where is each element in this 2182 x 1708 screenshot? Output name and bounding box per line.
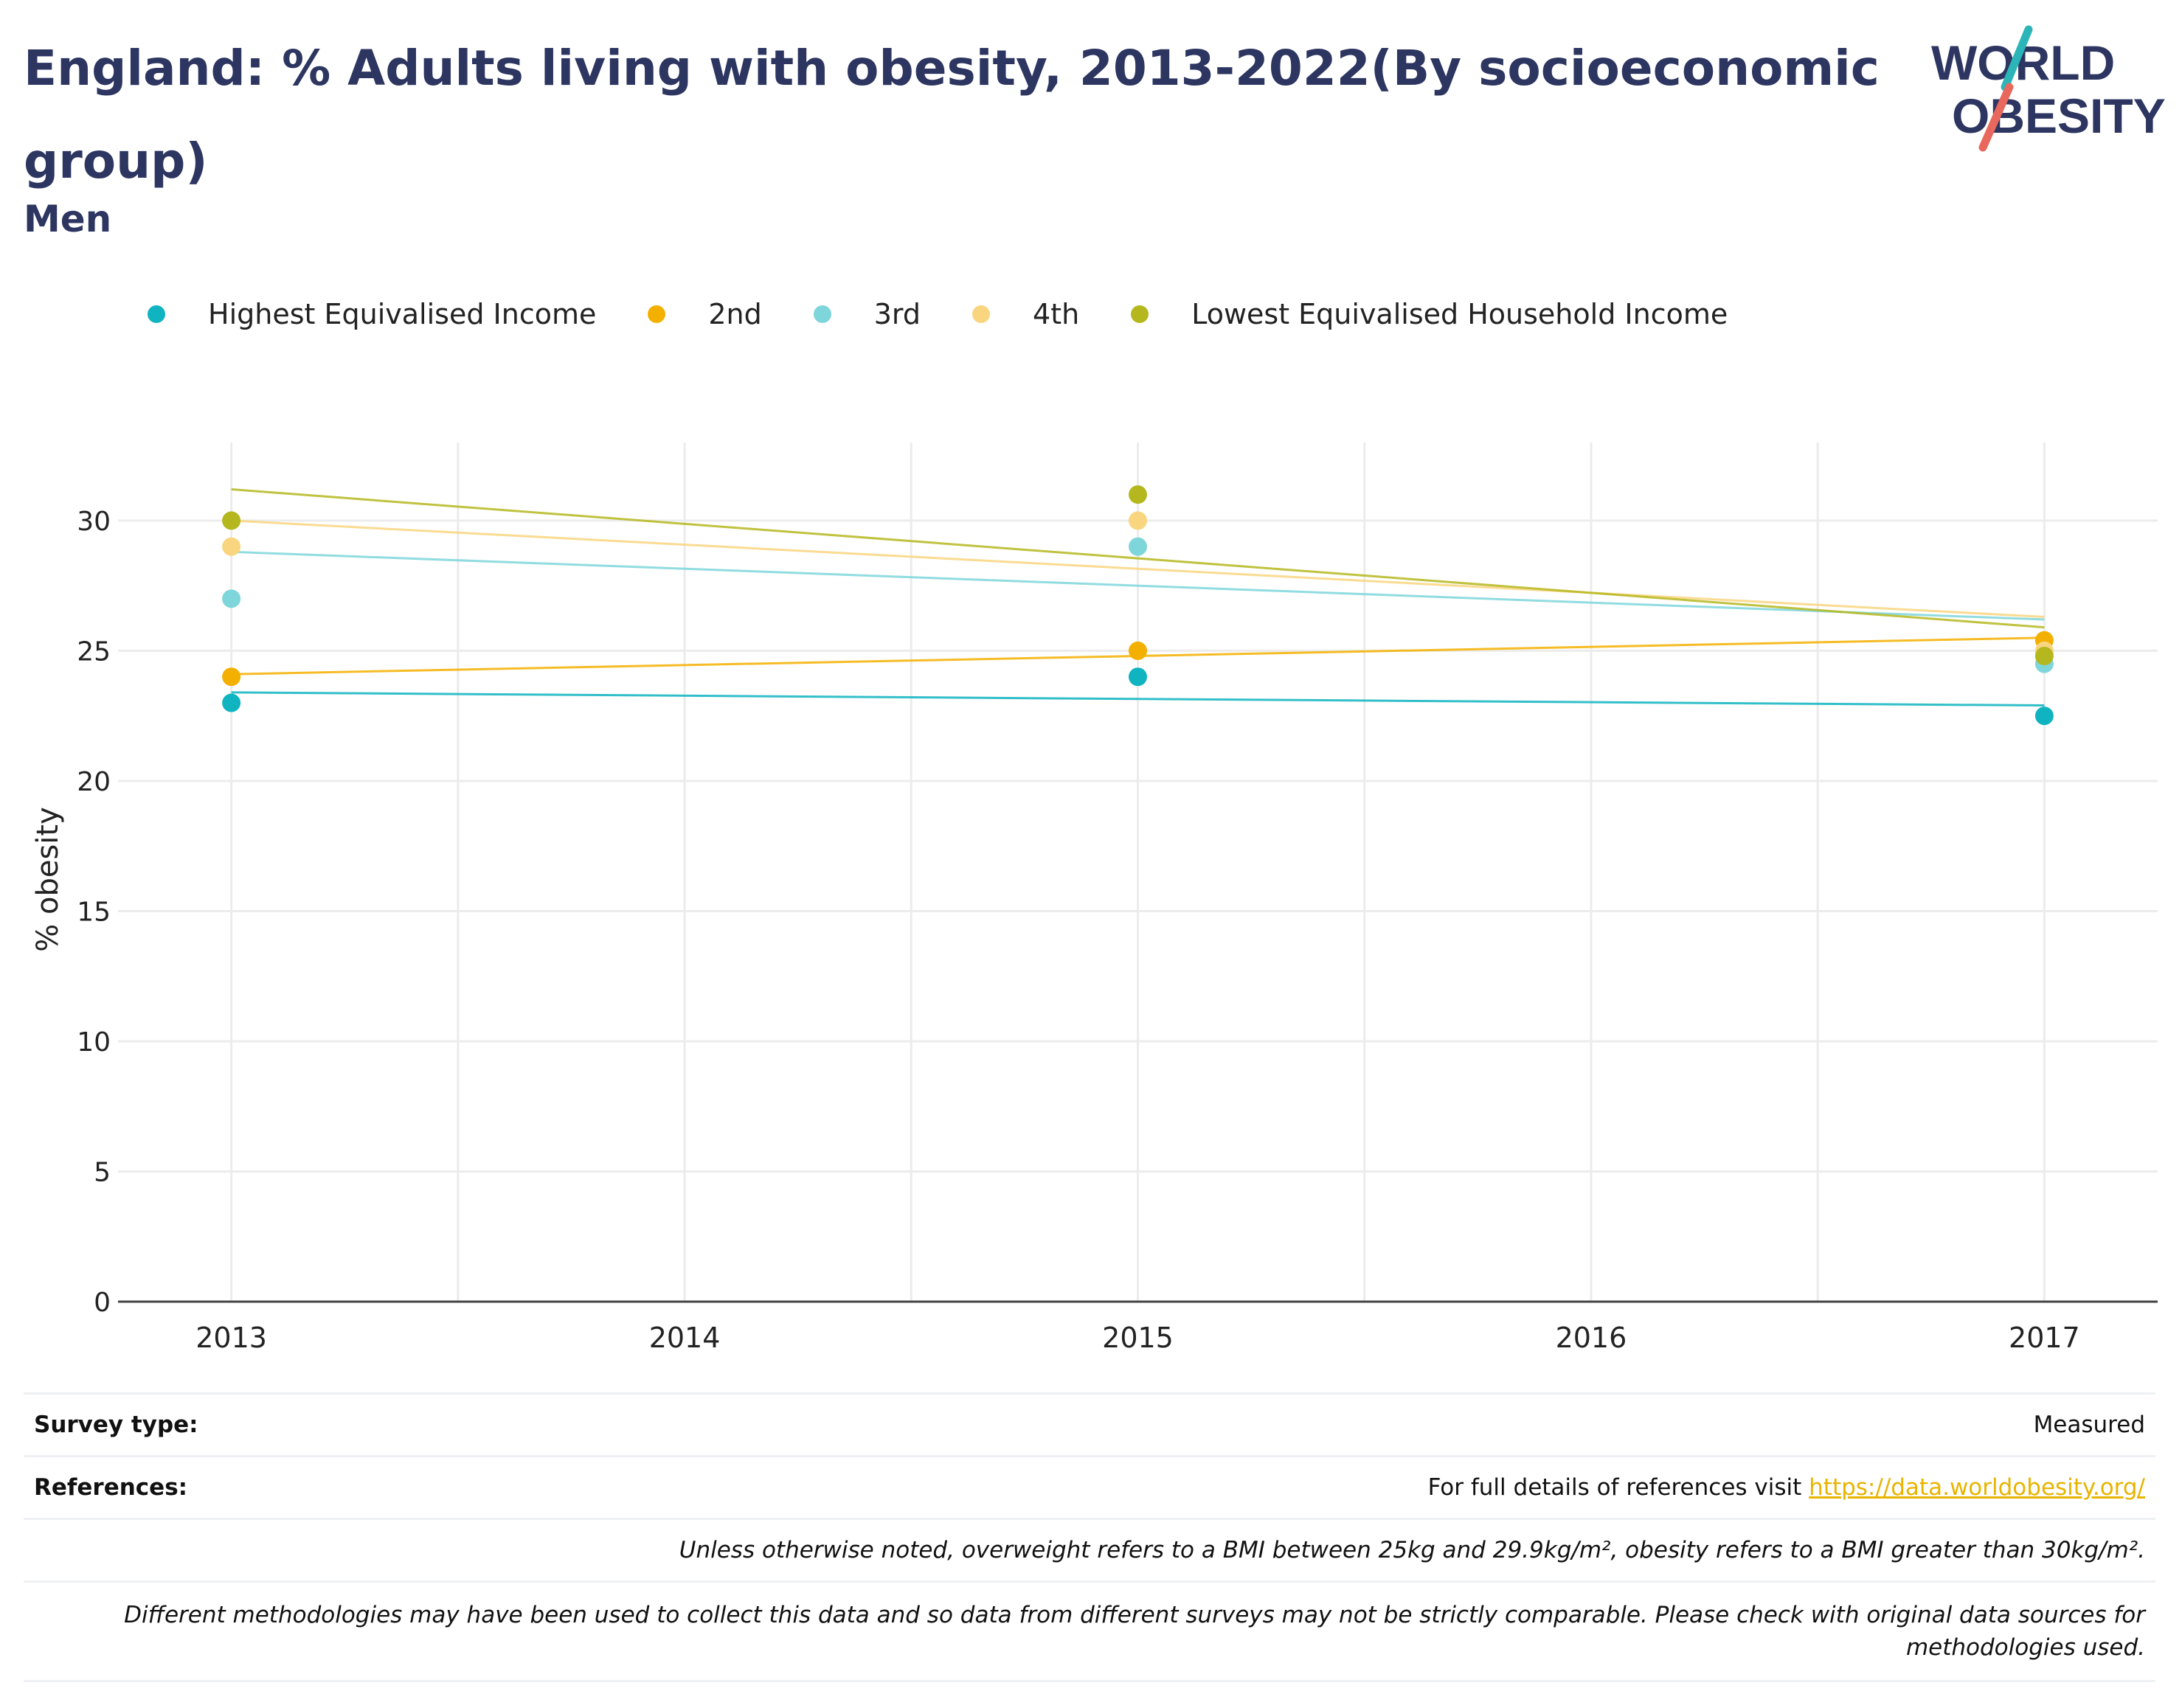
- legend-item-3rd[interactable]: 3rd: [813, 298, 921, 330]
- world-obesity-logo: WORLD OBESITY: [1931, 25, 2166, 152]
- data-point-series-2-0: [222, 589, 241, 608]
- legend-item-4th[interactable]: 4th: [972, 298, 1079, 330]
- references-text: For full details of references visit: [1427, 1474, 1809, 1501]
- y-tick-label: 0: [94, 1288, 111, 1318]
- legend-label-4th: 4th: [1033, 298, 1080, 330]
- chart-footer: Survey type: Measured References: For fu…: [24, 1392, 2155, 1682]
- x-tick-label: 2015: [1102, 1322, 1174, 1354]
- y-tick-label: 10: [77, 1027, 111, 1058]
- legend-label-2nd: 2nd: [708, 298, 762, 330]
- logo-slash-teal: [2001, 25, 2033, 91]
- footer-survey-row: Survey type: Measured: [24, 1392, 2155, 1455]
- data-point-series-1-0: [222, 667, 241, 687]
- bmi-definition-note: Unless otherwise noted, overweight refer…: [679, 1537, 2145, 1563]
- x-tick-label: 2016: [1556, 1322, 1627, 1354]
- trendline-series-2: [231, 550, 2045, 621]
- obesity-scatter-chart: 0 5 10 15 20 25 30 2013 2014 2015 2016 2017 % obesit…: [31, 442, 2158, 1354]
- footer-references-row: References: For full details of referenc…: [24, 1455, 2155, 1518]
- references-link[interactable]: https://data.worldobesity.org/: [1809, 1474, 2145, 1501]
- chart-subtitle: Men: [24, 198, 112, 240]
- y-tick-label: 25: [77, 636, 111, 667]
- footer-note-bmi: Unless otherwise noted, overweight refer…: [24, 1518, 2155, 1580]
- legend-item-highest[interactable]: Highest Equivalised Income: [148, 298, 596, 330]
- data-point-series-0-0: [222, 693, 241, 712]
- legend-item-2nd[interactable]: 2nd: [648, 298, 762, 330]
- data-point-series-0-1: [1129, 667, 1147, 687]
- survey-type-label: Survey type:: [34, 1412, 198, 1438]
- x-tick-label: 2013: [195, 1322, 267, 1354]
- data-point-series-3-0: [222, 537, 241, 556]
- legend-dot-3rd: [813, 305, 831, 323]
- methodology-note: Different methodologies may have been us…: [124, 1602, 2145, 1661]
- y-tick-label: 15: [77, 897, 111, 927]
- data-point-series-4-1: [1129, 485, 1147, 504]
- logo-line2: OBESITY: [1952, 88, 2166, 143]
- data-point-series-3-1: [1129, 511, 1147, 530]
- legend-item-lowest[interactable]: Lowest Equivalised Household Income: [1131, 298, 1728, 330]
- legend-dot-lowest: [1131, 305, 1149, 323]
- trendline-series-4: [231, 488, 2045, 629]
- trendline-series-3: [231, 519, 2045, 619]
- x-tick-label: 2014: [649, 1322, 721, 1354]
- trendline-series-0: [231, 691, 2045, 707]
- legend-label-highest: Highest Equivalised Income: [208, 298, 597, 330]
- data-point-series-0-2: [2034, 707, 2054, 726]
- legend-label-lowest: Lowest Equivalised Household Income: [1191, 298, 1728, 330]
- y-tick-label: 5: [94, 1157, 111, 1187]
- chart-title: England: % Adults living with obesity, 2…: [24, 40, 1880, 190]
- data-point-series-4-2: [2034, 646, 2054, 665]
- legend-dot-highest: [148, 305, 165, 323]
- x-tick-label: 2017: [2009, 1322, 2080, 1354]
- logo-slash-coral: [1978, 83, 2014, 152]
- legend-label-3rd: 3rd: [873, 298, 921, 330]
- y-axis-title: % obesity: [31, 807, 65, 952]
- legend-dot-4th: [972, 305, 991, 323]
- y-tick-label: 20: [77, 767, 111, 797]
- references-value: For full details of references visit htt…: [1428, 1474, 2145, 1501]
- chart-legend: Highest Equivalised Income 2nd 3rd 4th L…: [148, 292, 1779, 336]
- survey-type-value: Measured: [2033, 1412, 2145, 1438]
- references-label: References:: [34, 1474, 188, 1501]
- data-point-series-2-1: [1129, 537, 1147, 556]
- legend-dot-2nd: [648, 305, 666, 323]
- y-tick-label: 30: [77, 507, 111, 537]
- footer-note-methodology: Different methodologies may have been us…: [24, 1580, 2155, 1682]
- data-point-series-1-1: [1129, 641, 1147, 660]
- data-point-series-4-0: [222, 511, 241, 530]
